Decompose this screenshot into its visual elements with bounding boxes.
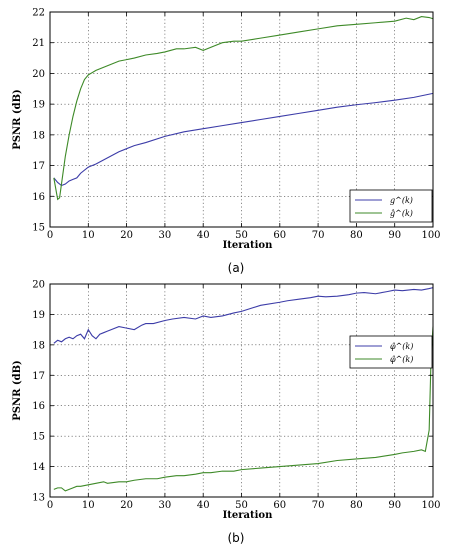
x-axis-label-a: Iteration [223, 240, 273, 251]
caption-a: (a) [228, 261, 245, 275]
x-tick-label-b-4: 40 [197, 500, 210, 511]
y-tick-label-b-3: 16 [32, 401, 45, 412]
x-tick-label-a-9: 90 [388, 230, 401, 241]
y-tick-label-a-0: 15 [32, 223, 45, 234]
x-tick-label-b-0: 0 [47, 500, 53, 511]
y-tick-label-a-1: 16 [32, 192, 45, 203]
y-tick-label-b-0: 13 [32, 493, 45, 504]
legend-label-a-1: ĝ^(k) [390, 209, 413, 218]
y-tick-label-b-1: 14 [32, 462, 45, 473]
y-tick-label-a-3: 18 [32, 130, 45, 141]
y-tick-label-b-2: 15 [32, 432, 45, 443]
x-tick-label-a-2: 20 [120, 230, 133, 241]
caption-b: (b) [228, 531, 245, 545]
y-tick-label-a-5: 20 [32, 69, 45, 80]
legend-label-a-0: g^(k) [390, 196, 413, 205]
y-tick-label-a-2: 17 [32, 161, 45, 172]
x-tick-label-b-5: 50 [235, 500, 248, 511]
legend-label-b-0: φ̂^(k) [390, 342, 413, 351]
x-tick-label-a-6: 60 [273, 230, 286, 241]
series-line-a-0 [53, 92, 434, 187]
x-tick-label-a-3: 30 [159, 230, 172, 241]
y-tick-label-a-7: 22 [32, 8, 45, 19]
y-tick-label-a-6: 21 [32, 38, 45, 49]
legend-box-b [349, 335, 433, 369]
panel-a: (a) 0 10 20 30 40 50 60 70 80 90 100 15 16 17 18 19 20 21… [12, 8, 441, 276]
series-line-b-0 [53, 287, 434, 344]
y-tick-label-b-5: 18 [32, 340, 45, 351]
y-tick-label-b-4: 17 [32, 371, 45, 382]
x-tick-label-a-0: 0 [47, 230, 53, 241]
legend-a: g^(k) ĝ^(k) [349, 189, 433, 223]
legend-box-a [349, 189, 433, 223]
panel-b: (b) 0 10 20 30 40 50 60 70 80 90 100 13 14 15 16 17 18 19… [12, 280, 441, 546]
x-tick-label-a-4: 40 [197, 230, 210, 241]
legend-b: φ̂^(k) φ̂^(k) [349, 335, 433, 369]
legend-label-b-1: φ̂^(k) [390, 355, 413, 364]
series-line-b-1 [53, 326, 434, 492]
x-tick-label-a-7: 70 [312, 230, 325, 241]
y-axis-label-b: PSNR (dB) [12, 360, 23, 421]
x-tick-label-a-8: 80 [350, 230, 363, 241]
x-axis-label-b: Iteration [223, 510, 273, 521]
x-tick-label-b-6: 60 [273, 500, 286, 511]
x-tick-label-b-10: 100 [421, 500, 440, 511]
y-tick-label-a-4: 19 [32, 100, 45, 111]
x-tick-label-b-1: 10 [82, 500, 95, 511]
y-tick-label-b-7: 20 [32, 280, 45, 291]
series-line-a-1 [53, 16, 434, 201]
y-axis-label-a: PSNR (dB) [12, 89, 23, 150]
x-tick-label-b-9: 90 [388, 500, 401, 511]
x-tick-label-b-8: 80 [350, 500, 363, 511]
x-tick-label-a-5: 50 [235, 230, 248, 241]
y-tick-label-b-6: 19 [32, 310, 45, 321]
x-tick-label-b-3: 30 [159, 500, 172, 511]
x-tick-label-b-7: 70 [312, 500, 325, 511]
x-tick-label-a-1: 10 [82, 230, 95, 241]
x-tick-label-a-10: 100 [421, 230, 440, 241]
x-tick-label-b-2: 20 [120, 500, 133, 511]
